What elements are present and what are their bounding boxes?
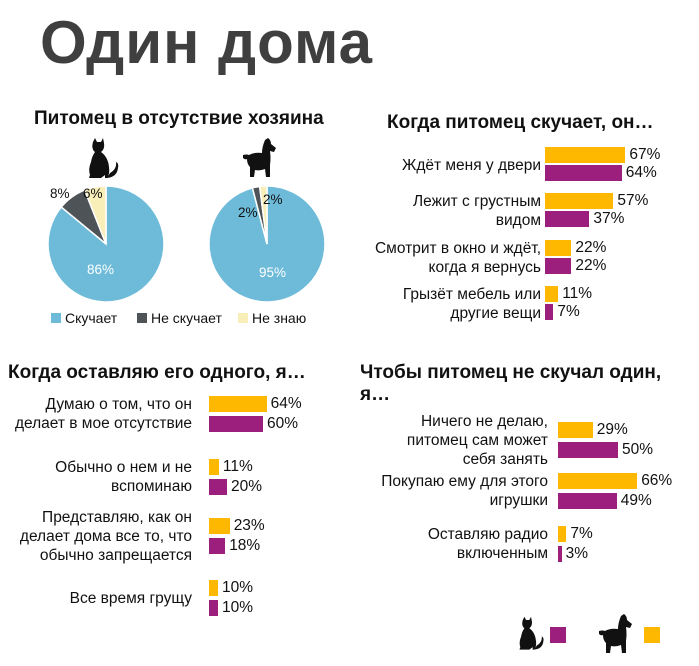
pie1-label-not-bored: 8% xyxy=(50,186,70,201)
legend-swatch xyxy=(51,313,61,323)
keep-busy-value-dog-2: 7% xyxy=(570,525,593,542)
legend-label: Не скучает xyxy=(151,310,222,326)
pet-bored-value-cat-3: 7% xyxy=(557,303,580,320)
pet-bored-value-dog-3: 11% xyxy=(562,285,593,302)
owner-away-value-cat-3: 10% xyxy=(222,599,254,616)
pet-bored-bar-cat-2 xyxy=(545,258,572,274)
legend-item-dont-know: Не знаю xyxy=(238,310,306,326)
keep-busy-label-2: Оставляю радио включенным xyxy=(427,526,548,562)
cat-icon xyxy=(89,138,119,178)
keep-busy-bar-dog-2 xyxy=(558,526,567,542)
owner-away-label-2: Представляю, как он делает дома все то, … xyxy=(19,508,192,564)
keep-busy-value-cat-2: 3% xyxy=(565,545,588,562)
legend-swatch xyxy=(238,313,248,323)
page-title: Один дома xyxy=(40,9,373,76)
keep-busy-bar-dog-0 xyxy=(558,422,593,438)
pet-bored-label-1: Лежит с грустным видом xyxy=(413,193,541,229)
bar-panel-3-title: Чтобы питомец не скучал один, я… xyxy=(360,362,662,405)
pet-bored-bar-dog-1 xyxy=(545,193,614,209)
keep-busy-value-dog-0: 29% xyxy=(596,421,628,438)
owner-away-value-dog-3: 10% xyxy=(222,579,254,596)
pie2-label-bored: 95% xyxy=(259,265,287,280)
keep-busy-bar-cat-0 xyxy=(558,442,618,458)
cat-legend-swatch xyxy=(550,627,566,643)
dog-legend-swatch xyxy=(644,627,660,643)
pet-bored-value-dog-0: 67% xyxy=(629,146,661,163)
pie-chart-cat xyxy=(47,185,165,303)
pet-bored-label-3: Грызёт мебель или другие вещи xyxy=(402,286,541,322)
keep-busy-value-cat-1: 49% xyxy=(620,492,652,509)
owner-away-bar-cat-1 xyxy=(209,479,227,495)
pie2-slice-2 xyxy=(258,185,268,245)
pie1-label-dont-know: 6% xyxy=(83,186,103,201)
keep-busy-bar-dog-1 xyxy=(558,473,638,489)
legend-swatch xyxy=(137,313,147,323)
pet-bored-bar-dog-3 xyxy=(545,286,559,302)
owner-away-value-cat-2: 18% xyxy=(229,537,261,554)
owner-away-label-0: Думаю о том, что он делает в мое отсутст… xyxy=(14,396,192,432)
owner-away-bar-cat-0 xyxy=(209,416,263,432)
cat-legend-icon xyxy=(519,616,544,650)
owner-away-value-dog-2: 23% xyxy=(233,517,265,534)
bar-panel-1-title: Когда питомец скучает, он… xyxy=(387,112,654,133)
owner-away-value-dog-1: 11% xyxy=(222,458,253,475)
pet-bored-label-0: Ждёт меня у двери xyxy=(402,156,541,174)
dog-legend-icon xyxy=(599,614,632,653)
pet-bored-bar-dog-2 xyxy=(545,240,572,256)
keep-busy-bar-cat-2 xyxy=(558,546,562,562)
pet-bored-bar-dog-0 xyxy=(545,147,626,163)
pet-bored-bar-cat-3 xyxy=(545,304,554,320)
legend-label: Не знаю xyxy=(252,310,307,326)
pet-bored-bar-cat-0 xyxy=(545,165,622,181)
owner-away-bar-dog-0 xyxy=(209,396,267,412)
pet-bored-value-dog-2: 22% xyxy=(575,239,607,256)
pie-chart-dog xyxy=(208,185,326,303)
keep-busy-label-1: Покупаю ему для этого игрушки xyxy=(381,473,548,509)
pie1-label-bored: 86% xyxy=(87,262,115,277)
pet-bored-value-dog-1: 57% xyxy=(617,192,649,209)
owner-away-bar-dog-3 xyxy=(209,580,218,596)
owner-away-bar-dog-1 xyxy=(209,459,219,475)
keep-busy-value-dog-1: 66% xyxy=(641,472,673,489)
owner-away-value-cat-0: 60% xyxy=(267,415,299,432)
pet-bored-value-cat-1: 37% xyxy=(593,210,625,227)
owner-away-bar-dog-2 xyxy=(209,518,230,534)
bar-panel-2-title: Когда оставляю его одного, я… xyxy=(8,362,306,383)
pie1-slice-2 xyxy=(83,185,107,245)
owner-away-value-cat-1: 20% xyxy=(231,478,263,495)
owner-away-value-dog-0: 64% xyxy=(270,395,302,412)
keep-busy-bar-cat-1 xyxy=(558,493,617,509)
owner-away-bar-cat-2 xyxy=(209,538,226,554)
owner-away-label-3: Все время грущу xyxy=(69,589,192,607)
owner-away-bar-cat-3 xyxy=(209,600,218,616)
dog-icon xyxy=(243,138,276,177)
keep-busy-label-0: Ничего не делаю, питомец сам может себя … xyxy=(406,412,548,468)
pie2-label-not-bored: 2% xyxy=(238,205,258,220)
pet-bored-value-cat-2: 22% xyxy=(575,257,607,274)
pet-bored-bar-cat-1 xyxy=(545,211,590,227)
legend-label: Скучает xyxy=(65,310,118,326)
owner-away-label-1: Обычно о нем и не вспоминаю xyxy=(55,459,192,495)
pie2-label-dont-know: 2% xyxy=(263,192,283,207)
pie-panel-title: Питомец в отсутствие хозяина xyxy=(34,108,324,129)
legend-item-not-bored: Не скучает xyxy=(137,310,222,326)
pet-bored-value-cat-0: 64% xyxy=(625,164,657,181)
legend-item-bored: Скучает xyxy=(51,310,117,326)
keep-busy-value-cat-0: 50% xyxy=(622,441,654,458)
pet-bored-label-2: Смотрит в окно и ждёт, когда я вернусь xyxy=(374,240,541,276)
